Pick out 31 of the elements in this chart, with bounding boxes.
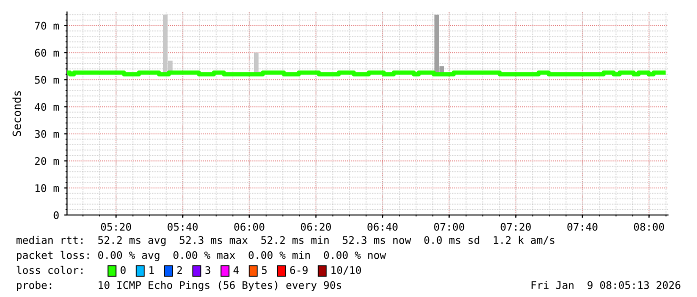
y-tick-label: 0 (54, 211, 59, 220)
legend-label: 2 (177, 266, 182, 274)
legend-label: 10/10 (332, 266, 361, 275)
y-tick-label: 20 m (35, 157, 59, 165)
y-tick-label: 30 m (34, 130, 59, 138)
text: packet loss: 0.00 % avg 0.00 % max 0.00 % min 0.00 % now (16, 250, 386, 262)
y-tick-label: 40 m (34, 102, 59, 111)
text: probe: 10 ICMP Echo Pings (56 Bytes) every 90s (16, 280, 342, 292)
legend-label: 4 (234, 266, 239, 274)
y-tick-label: 60 m (34, 48, 59, 57)
text: median rtt: 52.2 ms avg 52.3 ms max 52.2 ms min 52.3 ms now 0.0 ms sd 1.2 k am/s (16, 236, 554, 246)
legend-label: 5 (262, 266, 267, 274)
y-tick-label: 10 m (36, 184, 59, 192)
legend-label: 0 (120, 266, 126, 274)
text: Fri Jan 9 08:05:13 2026 (532, 280, 680, 290)
legend-label: 3 (205, 266, 210, 274)
x-tick-label: 08:00 (634, 222, 664, 231)
x-tick-label: 05:40 (168, 222, 198, 231)
legend-title: loss color: (16, 266, 82, 274)
x-tick-label: 07:20 (500, 222, 531, 231)
legend-label: 6-9 (290, 266, 308, 274)
y-tick-label: 70 m (34, 22, 59, 30)
x-tick-label: 07:40 (567, 222, 598, 231)
x-tick-label: 06:00 (234, 222, 264, 231)
x-tick-label: 06:20 (300, 222, 331, 231)
legend-label: 1 (150, 266, 154, 274)
x-tick-label: 07:00 (434, 222, 464, 231)
y-tick-label: 50 m (35, 76, 59, 84)
x-tick-label: 06:40 (368, 222, 398, 231)
y-axis-title: Seconds (12, 91, 22, 136)
x-tick-label: 05:20 (101, 222, 132, 231)
